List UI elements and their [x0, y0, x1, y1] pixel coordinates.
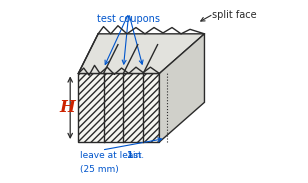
Text: H: H	[59, 99, 75, 116]
Polygon shape	[78, 34, 205, 74]
Text: in.: in.	[130, 151, 144, 160]
Polygon shape	[160, 34, 205, 142]
Text: 1: 1	[126, 151, 132, 160]
Text: (25 mm): (25 mm)	[80, 165, 119, 174]
Polygon shape	[78, 74, 160, 142]
Text: split face: split face	[212, 10, 256, 20]
Text: test coupons: test coupons	[97, 14, 160, 24]
Text: leave at least: leave at least	[80, 151, 145, 160]
